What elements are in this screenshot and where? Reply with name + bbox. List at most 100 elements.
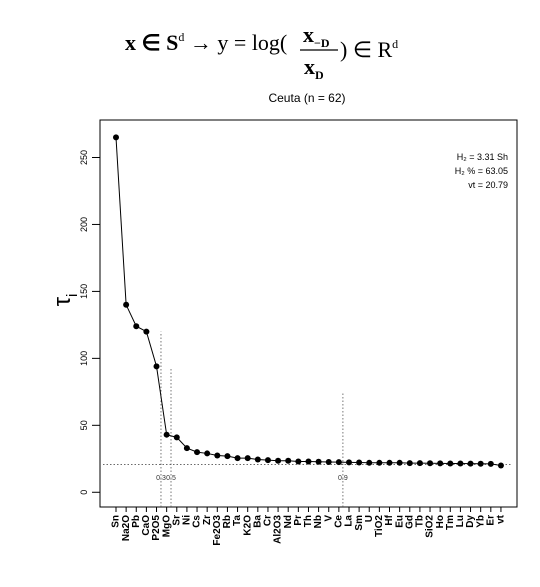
- x-tick-label: Hf: [384, 514, 395, 525]
- x-tick-label: Sn: [111, 515, 122, 528]
- plot-frame: [99, 119, 518, 508]
- x-tick-label: Al2O3: [273, 515, 284, 544]
- point: [254, 456, 261, 463]
- point: [264, 457, 271, 464]
- x-tick-label: SiO2: [425, 515, 436, 538]
- annotation: H₂ % = 63.05: [455, 166, 508, 176]
- x-tick-label: Fe2O3: [212, 515, 223, 546]
- point: [275, 457, 282, 464]
- x-tick-label: Pb: [131, 515, 142, 528]
- x-tick-label: Ba: [252, 515, 263, 528]
- point: [487, 460, 494, 467]
- point: [396, 459, 403, 466]
- point: [173, 434, 180, 441]
- x-tick-label: U: [364, 515, 375, 522]
- point: [305, 458, 312, 465]
- x-tick-label: Th: [303, 515, 314, 527]
- point: [356, 459, 363, 466]
- point: [315, 458, 322, 465]
- point: [123, 301, 130, 308]
- point: [234, 455, 241, 462]
- x-tick-label: Na2O: [121, 515, 132, 541]
- x-tick-label: Nd: [283, 515, 294, 528]
- point: [345, 459, 352, 466]
- cutoff-label: 0.9: [338, 475, 348, 482]
- x-tick-label: CaO: [141, 515, 152, 536]
- point: [406, 460, 413, 467]
- point: [427, 460, 434, 467]
- point: [214, 452, 221, 459]
- point: [447, 460, 454, 467]
- cutoff-label: 0.5: [166, 475, 176, 482]
- point: [376, 459, 383, 466]
- x-tick-label: Cs: [192, 515, 203, 528]
- point: [325, 459, 332, 466]
- y-tick-label: 100: [79, 351, 89, 366]
- chart-title: Ceuta (n = 62): [268, 91, 345, 105]
- x-tick-label: MgO: [161, 515, 172, 537]
- point: [194, 449, 201, 456]
- point: [477, 460, 484, 467]
- cutoff-label: 0.3: [156, 475, 166, 482]
- point: [183, 445, 190, 452]
- point: [113, 134, 119, 141]
- annotation: H₂ = 3.31 Sh: [457, 152, 508, 162]
- point: [457, 460, 464, 467]
- formula-numerator: x−D: [303, 22, 330, 50]
- y-tick-label: 250: [79, 150, 89, 165]
- x-tick-label: Yb: [475, 515, 486, 528]
- x-tick-label: Ta: [232, 515, 243, 526]
- x-tick-label: Ce: [334, 515, 345, 528]
- point: [133, 323, 140, 330]
- x-tick-label: Eu: [394, 515, 405, 528]
- formula-part: → y = log(: [184, 30, 287, 55]
- y-tick-label: 200: [79, 217, 89, 232]
- x-tick-label: Tb: [415, 515, 426, 527]
- x-tick-label: Ho: [435, 515, 446, 528]
- point: [224, 453, 231, 460]
- formula: x ∈ Sd → y = log(: [125, 30, 287, 55]
- formula-part: x: [303, 22, 314, 47]
- x-tick-label: V: [323, 515, 334, 522]
- y-tick-label: 150: [79, 284, 89, 299]
- x-tick-label: vt: [496, 514, 507, 524]
- point: [143, 328, 150, 335]
- point: [244, 455, 251, 462]
- y-tick-label: 0: [79, 490, 89, 495]
- x-tick-label: K2O: [242, 515, 253, 536]
- point: [437, 460, 444, 467]
- x-tick-label: Gd: [404, 515, 415, 529]
- formula-part: D: [315, 68, 324, 82]
- y-label-sub: i: [64, 294, 81, 297]
- annotation: vt = 20.79: [468, 180, 508, 190]
- formula-part: d: [392, 37, 398, 51]
- point: [204, 450, 211, 457]
- point: [163, 431, 170, 438]
- point: [386, 459, 393, 466]
- formula-part: d: [178, 30, 184, 44]
- point: [497, 462, 504, 469]
- x-tick-label: Pr: [293, 515, 304, 526]
- formula-denominator: xD: [304, 54, 324, 82]
- formula-tail: ) ∈ Rd: [340, 37, 398, 62]
- x-tick-label: Lu: [455, 515, 466, 527]
- formula-part: ) ∈ R: [340, 37, 392, 62]
- x-tick-label: TiO2: [374, 515, 385, 537]
- x-tick-label: Cr: [263, 515, 274, 526]
- x-tick-label: Sr: [171, 515, 182, 526]
- x-tick-label: Ni: [182, 515, 193, 525]
- point: [416, 460, 423, 467]
- x-tick-label: Er: [485, 515, 496, 526]
- formula-part: x ∈ S: [125, 30, 178, 55]
- point: [467, 460, 474, 467]
- formula-part: x: [304, 54, 315, 79]
- y-axis-label: τi: [49, 294, 81, 307]
- x-tick-label: Rb: [222, 515, 233, 528]
- point: [285, 457, 292, 464]
- x-tick-label: Zr: [202, 515, 213, 525]
- x-tick-label: Tm: [445, 515, 456, 530]
- point: [153, 363, 160, 370]
- x-tick-label: Dy: [465, 515, 476, 528]
